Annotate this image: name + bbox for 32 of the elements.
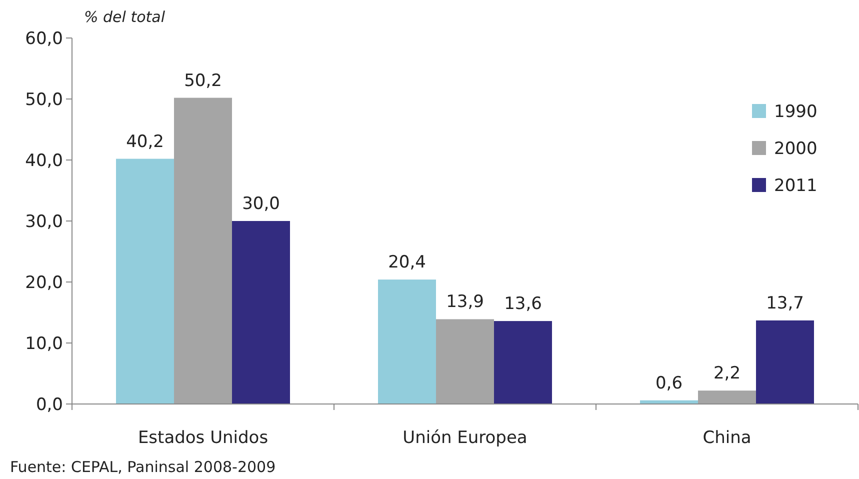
y-tick-label: 10,0	[25, 334, 63, 354]
bar	[378, 280, 436, 404]
data-label: 20,4	[388, 252, 426, 273]
legend-label: 2011	[774, 176, 818, 196]
bar	[116, 158, 174, 404]
data-label: 13,6	[504, 294, 542, 314]
source-note: Fuente: CEPAL, Paninsal 2008-2009	[10, 458, 276, 476]
data-label: 13,7	[766, 293, 804, 314]
y-axis-title: % del total	[84, 8, 166, 26]
bar	[698, 390, 756, 404]
data-label: 40,2	[126, 132, 164, 152]
data-label: 0,6	[655, 373, 683, 394]
bar	[232, 221, 290, 404]
y-tick-label: 30,0	[25, 212, 63, 232]
x-tick-label: Estados Unidos	[138, 428, 268, 448]
y-tick-label: 0,0	[36, 394, 63, 415]
legend-label: 1990	[774, 102, 818, 122]
bar	[494, 321, 552, 404]
y-tick-label: 60,0	[25, 28, 63, 49]
bar	[174, 98, 232, 404]
y-tick-label: 20,0	[25, 272, 63, 293]
x-tick-label: China	[702, 428, 752, 448]
y-tick-label: 40,0	[25, 150, 63, 171]
bar	[756, 320, 814, 404]
bar	[436, 319, 494, 404]
x-tick-label: Unión Europea	[402, 428, 528, 448]
data-label: 30,0	[242, 194, 280, 214]
data-label: 13,9	[446, 292, 484, 312]
y-tick-label: 50,0	[25, 90, 63, 110]
legend-label: 2000	[774, 138, 818, 159]
data-label: 2,2	[713, 364, 741, 384]
data-label: 50,2	[184, 70, 222, 91]
